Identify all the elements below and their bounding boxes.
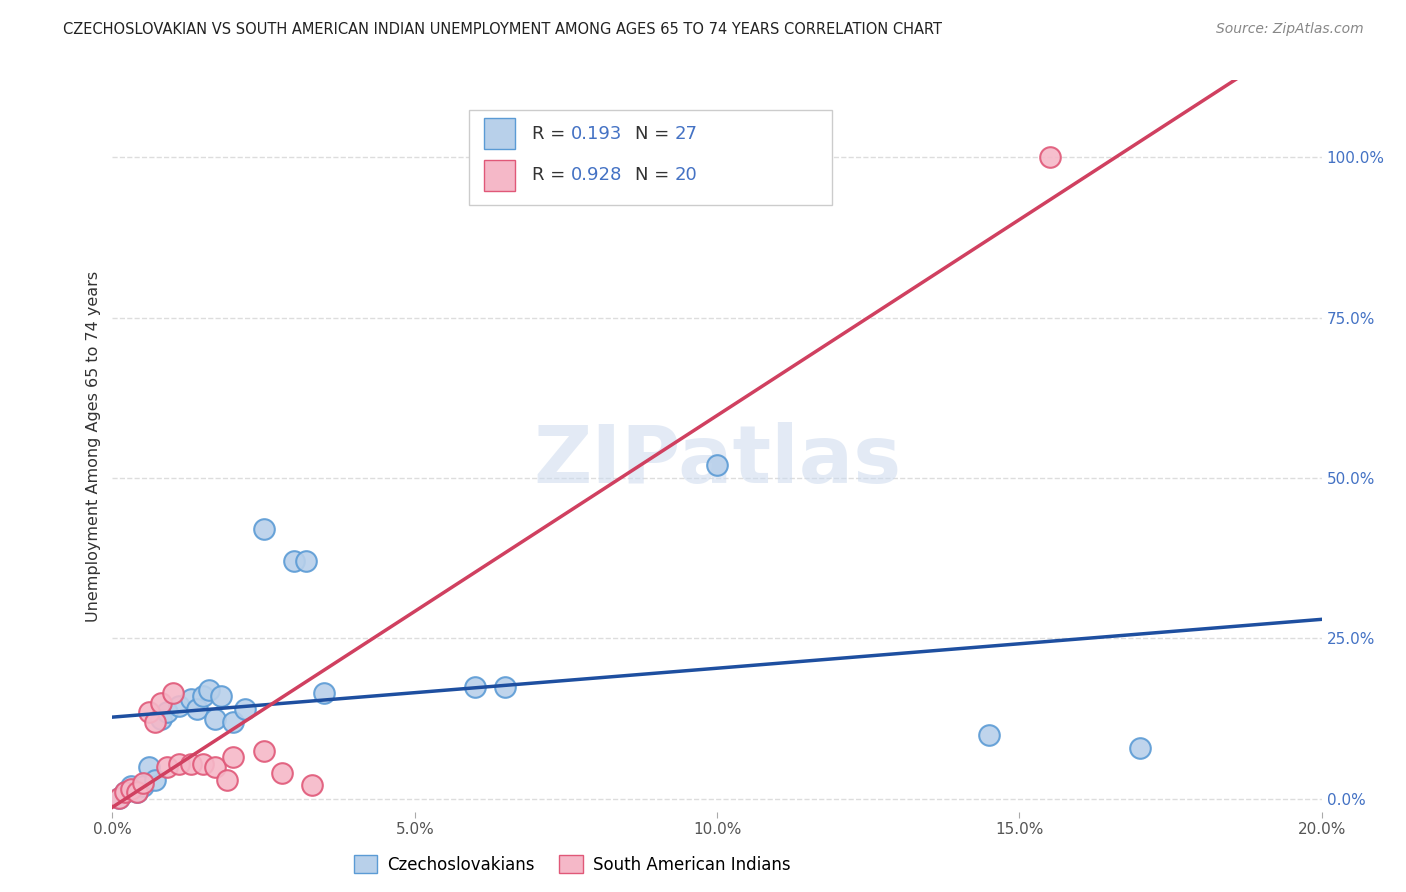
Point (191, 756, 214, 771)
Point (198, 682, 221, 697)
Point (132, 779, 155, 793)
Point (180, 756, 202, 771)
Point (1129, 740, 1152, 755)
Point (125, 785, 148, 799)
Point (167, 756, 190, 771)
Text: N =: N = (636, 125, 675, 143)
Point (283, 554, 305, 568)
Point (295, 554, 318, 568)
Text: 0.928: 0.928 (571, 167, 621, 185)
Point (495, 680, 517, 694)
Point (114, 785, 136, 799)
Point (107, 791, 129, 805)
Text: R =: R = (531, 125, 571, 143)
FancyBboxPatch shape (484, 160, 515, 191)
Point (107, 791, 129, 805)
Point (464, 680, 486, 694)
Point (167, 698, 190, 713)
Point (253, 523, 276, 537)
Point (301, 778, 323, 792)
Point (235, 702, 257, 716)
Point (217, 772, 239, 787)
Point (149, 696, 172, 710)
Text: 27: 27 (675, 125, 697, 143)
Point (222, 714, 245, 729)
Point (204, 760, 226, 774)
Point (143, 714, 166, 729)
Text: R =: R = (531, 167, 571, 185)
Point (706, 458, 728, 473)
Point (138, 706, 160, 720)
FancyBboxPatch shape (470, 110, 832, 204)
Text: 0.193: 0.193 (571, 125, 621, 143)
Text: CZECHOSLOVAKIAN VS SOUTH AMERICAN INDIAN UNEMPLOYMENT AMONG AGES 65 TO 74 YEARS : CZECHOSLOVAKIAN VS SOUTH AMERICAN INDIAN… (63, 22, 942, 37)
Point (156, 760, 179, 774)
Point (270, 766, 292, 780)
Point (191, 690, 214, 704)
Point (125, 785, 148, 799)
Point (222, 750, 245, 764)
Point (120, 779, 142, 793)
Point (143, 772, 166, 787)
Point (186, 702, 208, 716)
Y-axis label: Unemployment Among Ages 65 to 74 years: Unemployment Among Ages 65 to 74 years (86, 270, 101, 622)
Point (120, 782, 142, 797)
Point (209, 690, 232, 704)
Text: N =: N = (636, 167, 675, 185)
Text: Source: ZipAtlas.com: Source: ZipAtlas.com (1216, 22, 1364, 37)
Point (1038, 150, 1062, 164)
Text: ZIPatlas: ZIPatlas (533, 422, 901, 500)
Point (132, 776, 155, 790)
Point (314, 686, 336, 700)
Point (156, 706, 179, 720)
FancyBboxPatch shape (484, 119, 515, 149)
Point (180, 692, 202, 706)
Point (977, 728, 1000, 742)
Point (162, 686, 184, 700)
Point (138, 760, 160, 774)
Point (204, 712, 226, 726)
Point (253, 744, 276, 758)
Text: 20: 20 (675, 167, 697, 185)
Legend: Czechoslovakians, South American Indians: Czechoslovakians, South American Indians (347, 848, 797, 880)
Point (149, 712, 172, 726)
Point (114, 785, 136, 799)
